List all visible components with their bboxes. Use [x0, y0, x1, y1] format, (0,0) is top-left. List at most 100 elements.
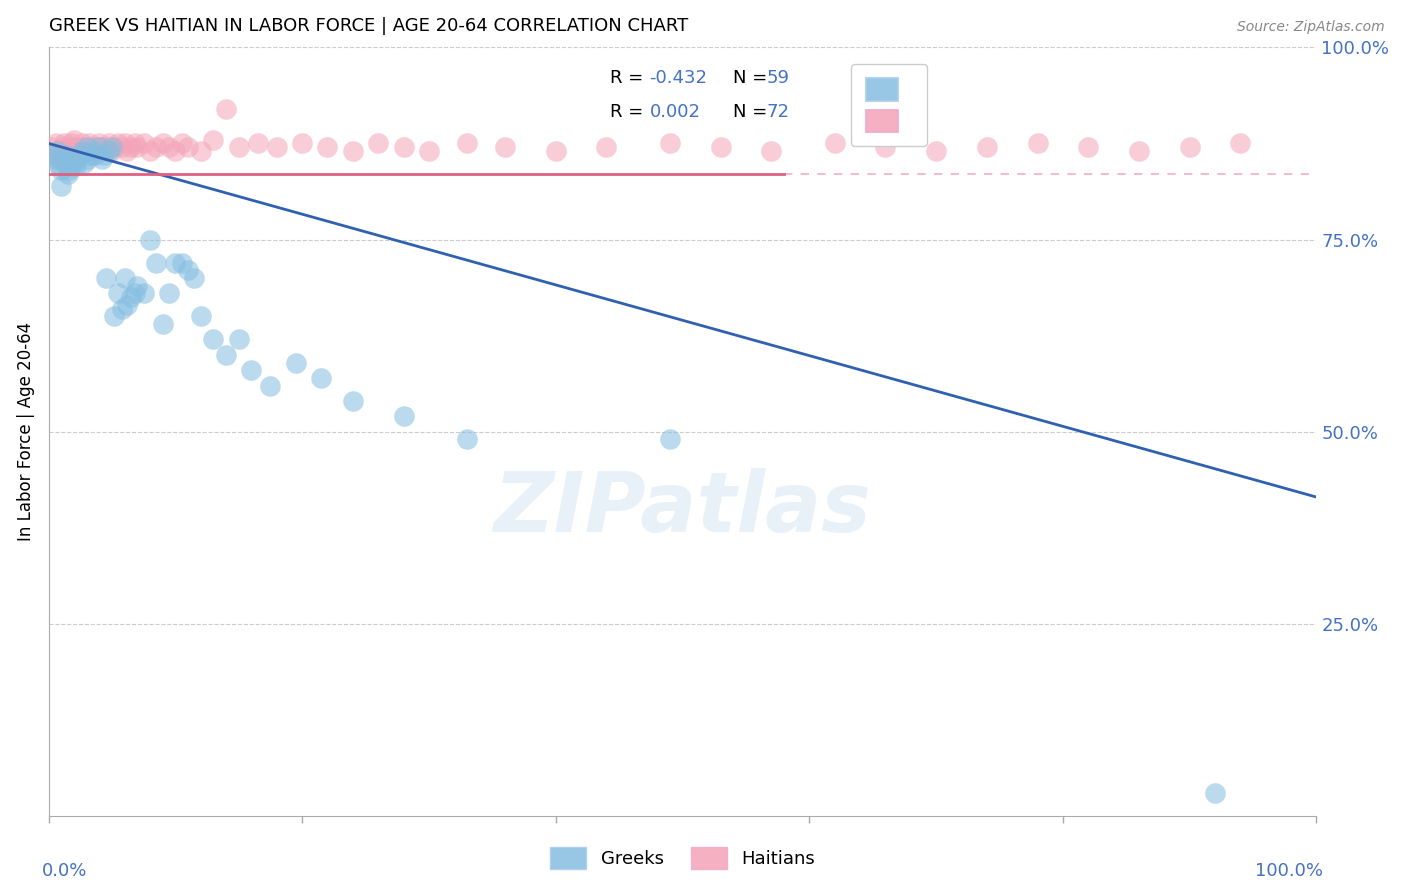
Point	[51, 140, 73, 154]
Point	[246, 136, 269, 151]
Point	[73, 155, 96, 169]
Y-axis label: In Labor Force | Age 20-64: In Labor Force | Age 20-64	[17, 322, 35, 541]
Point	[284, 355, 307, 369]
Point	[183, 271, 205, 285]
Point	[46, 144, 69, 158]
Point	[120, 290, 142, 304]
Point	[418, 144, 440, 158]
Point	[215, 102, 238, 116]
Point	[107, 286, 129, 301]
Point	[1128, 144, 1150, 158]
Point	[824, 136, 846, 151]
Point	[215, 348, 238, 362]
Point	[127, 278, 149, 293]
Point	[89, 136, 111, 151]
Point	[80, 140, 103, 154]
Point	[93, 144, 115, 158]
Point	[76, 144, 98, 158]
Point	[111, 301, 134, 316]
Point	[658, 433, 681, 447]
Point	[56, 167, 79, 181]
Point	[145, 255, 167, 269]
Point	[316, 140, 339, 154]
Point	[70, 136, 93, 151]
Point	[55, 148, 77, 162]
Point	[165, 255, 187, 269]
Point	[114, 136, 136, 151]
Point	[83, 144, 105, 158]
Point	[45, 136, 67, 151]
Point	[761, 144, 783, 158]
Point	[456, 136, 478, 151]
Point	[1204, 786, 1226, 800]
Point	[63, 152, 86, 166]
Point	[58, 163, 80, 178]
Point	[342, 144, 364, 158]
Point	[157, 286, 180, 301]
Point	[595, 140, 617, 154]
Point	[152, 136, 174, 151]
Text: 59: 59	[766, 70, 789, 87]
Point	[170, 136, 193, 151]
Text: 0.0%: 0.0%	[42, 863, 87, 880]
Point	[127, 140, 149, 154]
Point	[63, 132, 86, 146]
Point	[228, 333, 250, 347]
Point	[228, 140, 250, 154]
Point	[124, 286, 146, 301]
Text: ZIPatlas: ZIPatlas	[494, 468, 872, 549]
Point	[367, 136, 389, 151]
Point	[48, 152, 70, 166]
Point	[41, 140, 63, 154]
Point	[98, 136, 121, 151]
Point	[875, 140, 897, 154]
Point	[63, 155, 86, 169]
Point	[51, 178, 73, 193]
Point	[94, 271, 117, 285]
Point	[76, 140, 98, 154]
Point	[103, 140, 125, 154]
Point	[114, 271, 136, 285]
Point	[494, 140, 516, 154]
Point	[51, 144, 73, 158]
Text: N =: N =	[734, 70, 773, 87]
Text: -0.432: -0.432	[650, 70, 707, 87]
Point	[76, 152, 98, 166]
Point	[53, 148, 76, 162]
Point	[157, 140, 180, 154]
Point	[67, 148, 90, 162]
Point	[115, 144, 138, 158]
Point	[90, 152, 112, 166]
Point	[93, 148, 115, 162]
Point	[63, 144, 86, 158]
Point	[52, 155, 75, 169]
Point	[44, 152, 66, 166]
Point	[925, 144, 948, 158]
Point	[976, 140, 998, 154]
Point	[65, 160, 87, 174]
Point	[103, 310, 125, 324]
Point	[98, 144, 121, 158]
Text: GREEK VS HAITIAN IN LABOR FORCE | AGE 20-64 CORRELATION CHART: GREEK VS HAITIAN IN LABOR FORCE | AGE 20…	[49, 17, 688, 35]
Point	[259, 378, 281, 392]
Point	[1077, 140, 1099, 154]
Point	[101, 144, 124, 158]
Point	[60, 136, 83, 151]
Point	[52, 136, 75, 151]
Point	[456, 433, 478, 447]
Point	[101, 140, 124, 154]
Point	[60, 160, 83, 174]
Point	[41, 148, 63, 162]
Point	[342, 394, 364, 409]
Point	[392, 409, 415, 424]
Point	[70, 144, 93, 158]
Point	[77, 136, 100, 151]
Point	[170, 255, 193, 269]
Point	[96, 140, 118, 154]
Point	[190, 144, 212, 158]
Point	[89, 140, 111, 154]
Point	[266, 140, 288, 154]
Point	[86, 140, 108, 154]
Point	[51, 163, 73, 178]
Point	[177, 263, 200, 277]
